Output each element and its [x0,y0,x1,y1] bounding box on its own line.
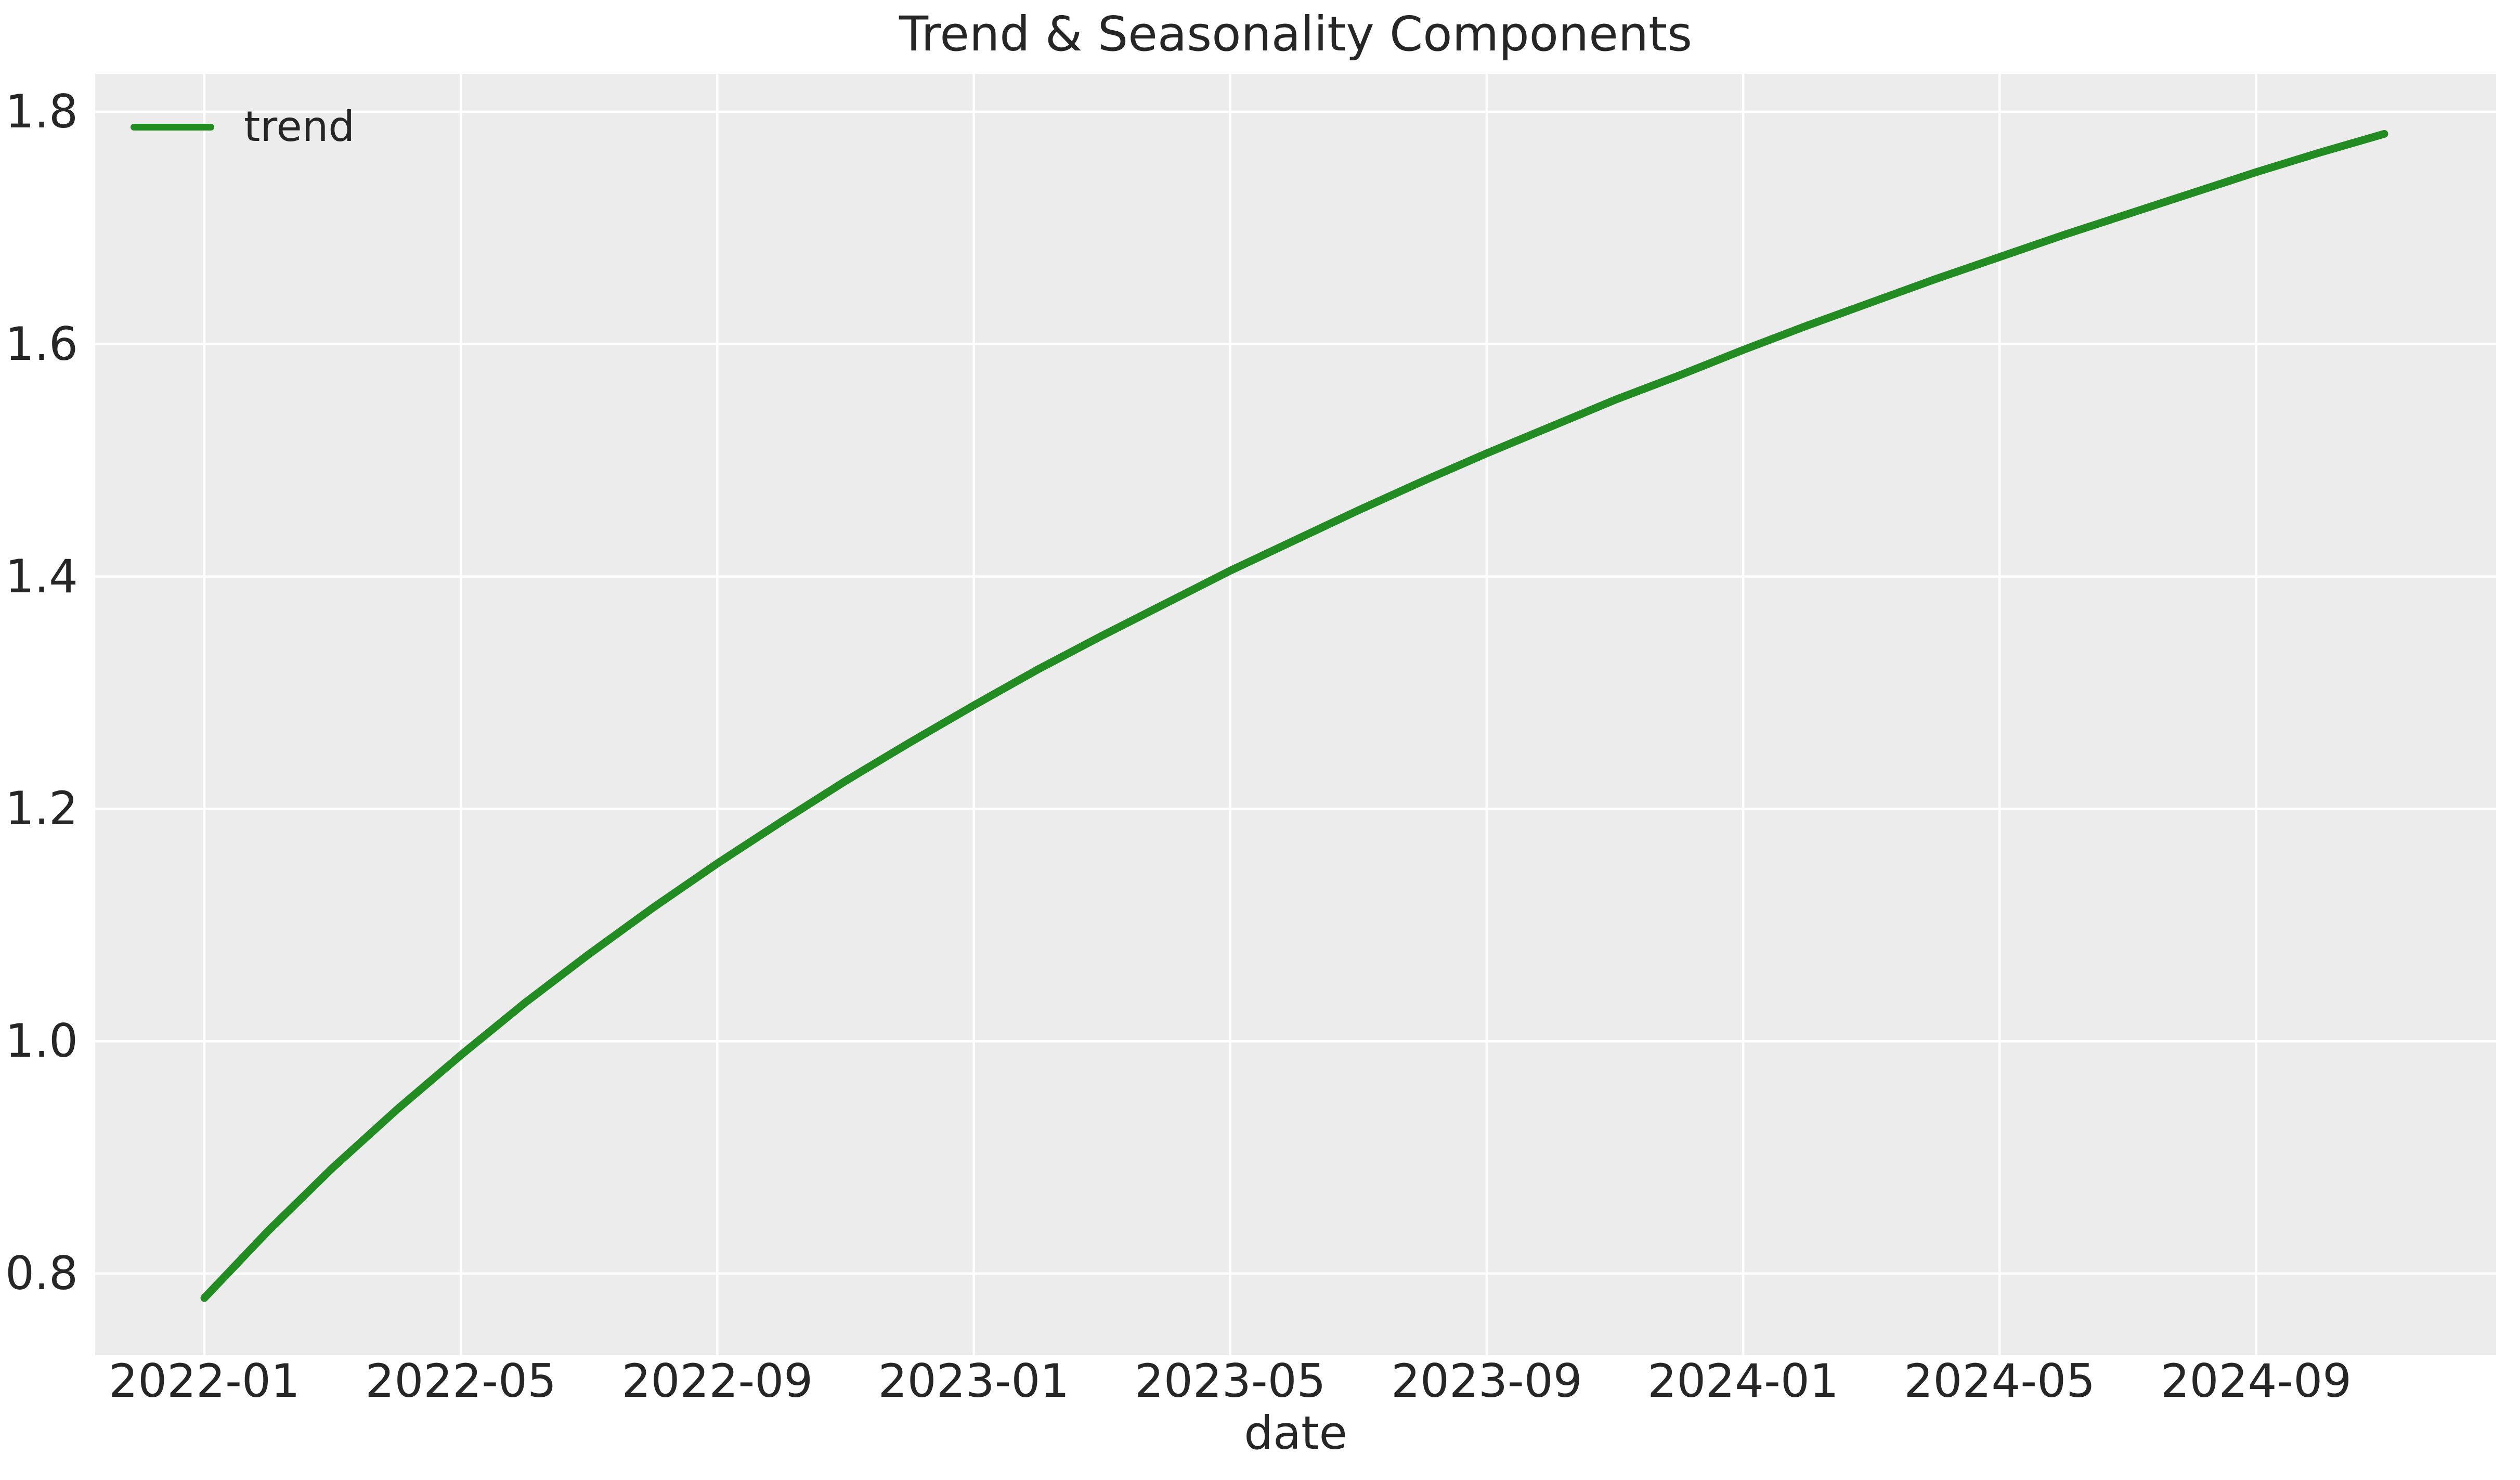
gridlines-vertical [203,74,2257,1355]
legend: trend [131,103,355,151]
x-axis-label: date [1244,1406,1347,1460]
x-tick-label: 2024-05 [1904,1354,2096,1408]
y-tick-label: 1.8 [5,85,78,138]
x-tick-label: 2022-09 [621,1354,813,1408]
chart-title: Trend & Seasonality Components [899,6,1693,62]
plot-area [95,74,2496,1355]
y-tick-label: 1.6 [5,317,78,371]
x-tick-label: 2022-05 [365,1354,557,1408]
y-tick-label: 1.0 [5,1014,78,1068]
x-tick-label: 2023-09 [1391,1354,1582,1408]
x-tick-label: 2024-09 [2160,1354,2352,1408]
y-tick-label: 1.2 [5,782,78,836]
y-tick-label: 0.8 [5,1247,78,1300]
plot-svg [95,74,2496,1355]
trend-line [200,129,2388,1302]
legend-label: trend [244,102,355,151]
legend-line-sample [131,123,214,131]
y-tick-label: 1.4 [5,549,78,603]
x-tick-label: 2022-01 [109,1354,300,1408]
x-tick-label: 2023-05 [1134,1354,1326,1408]
x-tick-label: 2024-01 [1647,1354,1839,1408]
gridlines-horizontal [95,110,2496,1275]
x-tick-label: 2023-01 [878,1354,1070,1408]
